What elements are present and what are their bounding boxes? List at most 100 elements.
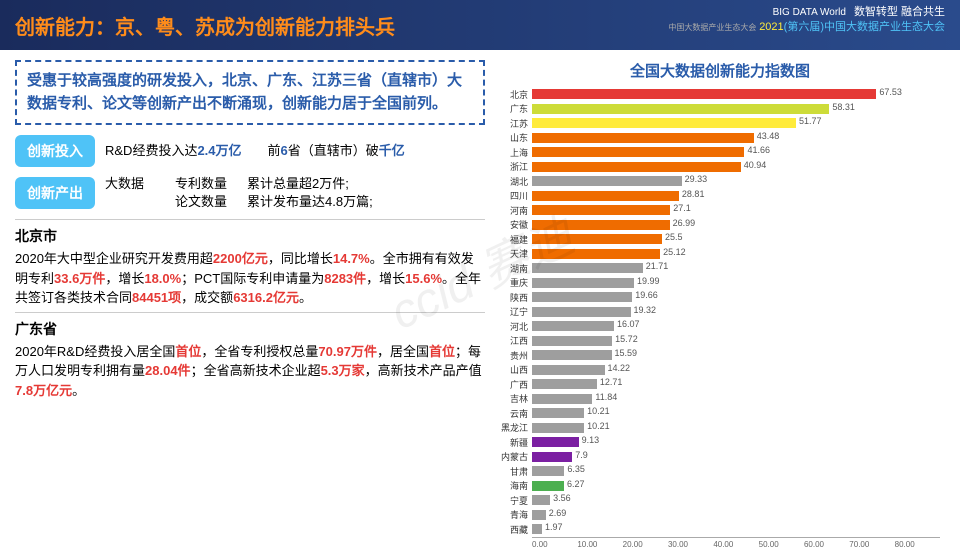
bar: 10.21 — [532, 423, 584, 433]
bar: 19.32 — [532, 307, 631, 317]
bar-label: 福建 — [500, 233, 532, 246]
bar-row: 江苏 51.77 — [500, 116, 940, 131]
bar-label: 浙江 — [500, 160, 532, 173]
bar-row: 北京 67.53 — [500, 87, 940, 102]
bar-value: 51.77 — [799, 116, 822, 126]
bar-row: 新疆 9.13 — [500, 435, 940, 450]
bar-label: 新疆 — [500, 436, 532, 449]
bar-value: 43.48 — [757, 131, 780, 141]
bar-value: 19.99 — [637, 276, 660, 286]
bar: 6.27 — [532, 481, 564, 491]
bar-label: 西藏 — [500, 523, 532, 536]
bar-row: 山西 14.22 — [500, 363, 940, 378]
bar: 19.66 — [532, 292, 632, 302]
bar-value: 26.99 — [673, 218, 696, 228]
bar-value: 15.59 — [615, 348, 638, 358]
bar-row: 湖南 21.71 — [500, 261, 940, 276]
content: 受惠于较高强度的研发投入，北京、广东、江苏三省（直辖市）大数据专利、论文等创新产… — [0, 50, 960, 507]
info-row-input: 创新投入 R&D经费投入达2.4万亿 前6省（直辖市）破千亿 — [15, 135, 485, 167]
bar-value: 1.97 — [545, 522, 563, 532]
bar: 3.56 — [532, 495, 550, 505]
bar-row: 重庆 19.99 — [500, 276, 940, 291]
summary-text: 受惠于较高强度的研发投入，北京、广东、江苏三省（直辖市）大数据专利、论文等创新产… — [27, 70, 473, 115]
bar-value: 19.32 — [634, 305, 657, 315]
bar: 41.66 — [532, 147, 744, 157]
bar-label: 江苏 — [500, 117, 532, 130]
bar-value: 40.94 — [744, 160, 767, 170]
bar: 21.71 — [532, 263, 643, 273]
bar-label: 广东 — [500, 102, 532, 115]
bar-row: 湖北 29.33 — [500, 174, 940, 189]
bar-value: 12.71 — [600, 377, 623, 387]
bar-label: 河南 — [500, 204, 532, 217]
bar: 43.48 — [532, 133, 754, 143]
bar-value: 16.07 — [617, 319, 640, 329]
bar-row: 上海 41.66 — [500, 145, 940, 160]
bar: 15.59 — [532, 350, 612, 360]
bar: 26.99 — [532, 220, 670, 230]
bar-value: 25.5 — [665, 232, 683, 242]
bar-label: 上海 — [500, 146, 532, 159]
bar-chart: 北京 67.53 广东 58.31 江苏 51.77 山东 43.48 上海 4… — [500, 87, 940, 507]
bar-value: 19.66 — [635, 290, 658, 300]
bar-label: 四川 — [500, 189, 532, 202]
bar-value: 67.53 — [879, 87, 902, 97]
header-line1: 数智转型 融合共生 — [854, 6, 945, 18]
summary-box: 受惠于较高强度的研发投入，北京、广东、江苏三省（直辖市）大数据专利、论文等创新产… — [15, 60, 485, 125]
bar: 6.35 — [532, 466, 564, 476]
bar-label: 陕西 — [500, 291, 532, 304]
bar-value: 41.66 — [747, 145, 770, 155]
bar: 51.77 — [532, 118, 796, 128]
bar-row: 甘肃 6.35 — [500, 464, 940, 479]
bar-label: 北京 — [500, 88, 532, 101]
bar-label: 辽宁 — [500, 305, 532, 318]
header: 创新能力：京、粤、苏成为创新能力排头兵 BIG DATA World 数智转型 融… — [0, 0, 960, 50]
bar-row: 安徽 26.99 — [500, 218, 940, 233]
bar-row: 福建 25.5 — [500, 232, 940, 247]
bar-value: 25.12 — [663, 247, 686, 257]
bar-row: 辽宁 19.32 — [500, 305, 940, 320]
bar-value: 9.13 — [582, 435, 600, 445]
bar: 67.53 — [532, 89, 876, 99]
bar-label: 广西 — [500, 378, 532, 391]
bar-row: 山东 43.48 — [500, 131, 940, 146]
bar-value: 28.81 — [682, 189, 705, 199]
bar: 11.84 — [532, 394, 592, 404]
bar-label: 山西 — [500, 363, 532, 376]
bar-value: 29.33 — [685, 174, 708, 184]
bar: 16.07 — [532, 321, 614, 331]
bar: 14.22 — [532, 365, 605, 375]
bar: 2.69 — [532, 510, 546, 520]
region-box: 北京市 2020年大中型企业研究开发费用超2200亿元，同比增长14.7%。全市… — [15, 219, 485, 308]
bar: 27.1 — [532, 205, 670, 215]
bar-value: 27.1 — [673, 203, 691, 213]
bar-value: 7.9 — [575, 450, 588, 460]
bar-value: 10.21 — [587, 406, 610, 416]
bar-value: 58.31 — [832, 102, 855, 112]
bar: 15.72 — [532, 336, 612, 346]
bar-value: 11.84 — [595, 392, 617, 402]
bar-label: 湖北 — [500, 175, 532, 188]
bar-row: 黑龙江 10.21 — [500, 421, 940, 436]
bar-row: 海南 6.27 — [500, 479, 940, 494]
header-branding: BIG DATA World数智转型 融合共生 中国大数据产业生态大会 2021… — [668, 5, 945, 36]
region-body: 2020年大中型企业研究开发费用超2200亿元，同比增长14.7%。全市拥有有效… — [15, 249, 485, 308]
regions: 北京市 2020年大中型企业研究开发费用超2200亿元，同比增长14.7%。全市… — [15, 219, 485, 400]
bar-label: 天津 — [500, 247, 532, 260]
bar-value: 15.72 — [615, 334, 638, 344]
bar: 10.21 — [532, 408, 584, 418]
bar-value: 21.71 — [646, 261, 669, 271]
bar-label: 河北 — [500, 320, 532, 333]
bar: 19.99 — [532, 278, 634, 288]
bar-row: 广东 58.31 — [500, 102, 940, 117]
bar-row: 内蒙古 7.9 — [500, 450, 940, 465]
bar-row: 浙江 40.94 — [500, 160, 940, 175]
bar: 1.97 — [532, 524, 542, 534]
info-rows: 创新投入 R&D经费投入达2.4万亿 前6省（直辖市）破千亿 创新产出 大数据 … — [15, 135, 485, 211]
bar: 40.94 — [532, 162, 741, 172]
tag-input: 创新投入 — [15, 135, 95, 167]
page-title: 创新能力：京、粤、苏成为创新能力排头兵 — [15, 11, 395, 40]
logo-text: BIG DATA World — [773, 6, 846, 20]
bar-value: 10.21 — [587, 421, 610, 431]
bar-row: 广西 12.71 — [500, 377, 940, 392]
